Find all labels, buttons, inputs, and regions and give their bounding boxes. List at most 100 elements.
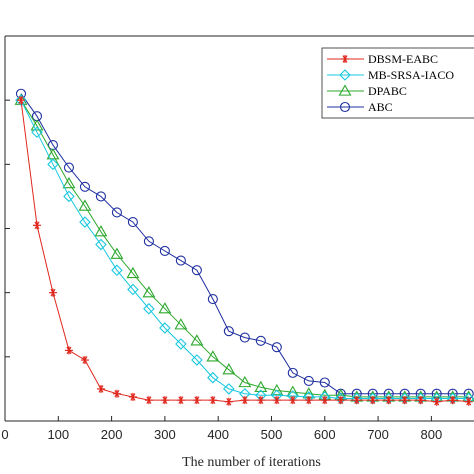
data-point (175, 255, 186, 266)
data-point (64, 346, 73, 355)
axes: 0 100 200 300 400 500 600 700 800 (1, 35, 474, 442)
legend-item: DPABC (327, 84, 407, 98)
data-point (256, 396, 265, 405)
data-point (255, 335, 266, 346)
data-point (63, 162, 75, 173)
x-tick-label: 700 (367, 427, 389, 442)
data-point (111, 264, 123, 276)
series-line (20, 99, 469, 399)
data-point (272, 396, 281, 405)
series-layer (14, 88, 474, 406)
legend-label: DBSM-EABC (368, 52, 438, 66)
data-point (400, 396, 409, 405)
data-point (464, 397, 473, 406)
data-point (143, 302, 155, 315)
data-point (432, 397, 441, 406)
data-point (239, 332, 250, 343)
series-line (20, 99, 469, 398)
data-point (95, 191, 106, 202)
data-point (207, 371, 219, 384)
data-point (288, 396, 297, 405)
data-point (192, 396, 201, 405)
data-point (14, 93, 28, 105)
data-point (78, 199, 92, 211)
data-point (368, 396, 377, 405)
data-point (207, 294, 218, 305)
x-tick-label: 300 (154, 427, 176, 442)
data-point (126, 266, 140, 279)
data-point (95, 238, 107, 251)
data-point (191, 265, 202, 276)
legend-label: MB-SRSA-IACO (368, 68, 454, 82)
data-point (175, 338, 187, 350)
data-point (160, 396, 169, 405)
data-point (158, 302, 172, 314)
data-point (224, 397, 233, 406)
data-point (144, 396, 153, 405)
data-point (94, 225, 108, 237)
data-point (448, 396, 457, 405)
series-mb-srsa-iaco (15, 94, 474, 405)
data-point (47, 158, 59, 171)
data-point (63, 190, 75, 203)
legend-box (321, 47, 474, 119)
legend-item: MB-SRSA-IACO (327, 68, 454, 82)
data-point (271, 342, 282, 353)
x-tick-label: 100 (47, 427, 69, 442)
data-point (15, 94, 27, 106)
data-point (112, 389, 121, 398)
data-point (111, 207, 122, 218)
legend-item: ABC (327, 100, 393, 114)
series-dbsm-eabc (16, 96, 473, 406)
data-point (238, 375, 252, 388)
data-point (384, 396, 393, 405)
data-point (223, 383, 235, 395)
data-point (190, 334, 204, 346)
data-point (341, 55, 349, 63)
data-point (254, 380, 268, 392)
data-point (80, 356, 89, 365)
data-point (352, 396, 361, 405)
data-point (222, 363, 236, 375)
x-tick-label: 0 (1, 427, 8, 442)
data-point (208, 396, 217, 405)
data-point (48, 288, 57, 297)
data-point (159, 245, 170, 257)
data-point (30, 119, 44, 131)
data-point (240, 396, 249, 405)
x-tick-label: 800 (421, 427, 443, 442)
data-point (270, 383, 284, 396)
legend-label: DPABC (368, 84, 407, 98)
data-point (339, 101, 351, 113)
data-point (96, 384, 105, 393)
data-point (79, 216, 91, 228)
data-point (110, 247, 124, 259)
data-point (303, 375, 314, 386)
legend: DBSM-EABC MB-SRSA-IACO DPABC ABC (321, 47, 474, 119)
data-point (176, 396, 185, 405)
x-tick-label: 400 (207, 427, 229, 442)
series-abc (15, 88, 474, 399)
data-point (128, 392, 137, 401)
data-point (143, 236, 154, 247)
x-tick-label: 200 (101, 427, 123, 442)
x-tick-label: 600 (314, 427, 336, 442)
series-line (20, 100, 469, 403)
data-point (142, 286, 156, 298)
x-tick-label: 500 (261, 427, 283, 442)
legend-label: ABC (368, 100, 393, 114)
data-point (191, 354, 203, 366)
data-point (79, 181, 90, 192)
series-dpabc (14, 93, 474, 402)
data-point (416, 396, 425, 405)
data-point (159, 322, 171, 334)
data-point (32, 221, 41, 230)
data-point (16, 96, 25, 105)
data-point (174, 318, 188, 330)
data-point (287, 367, 298, 378)
legend-item: DBSM-EABC (327, 52, 438, 66)
data-point (223, 326, 234, 337)
x-axis-label: The number of iterations (182, 455, 321, 470)
data-point (206, 350, 220, 362)
data-point (62, 176, 76, 189)
